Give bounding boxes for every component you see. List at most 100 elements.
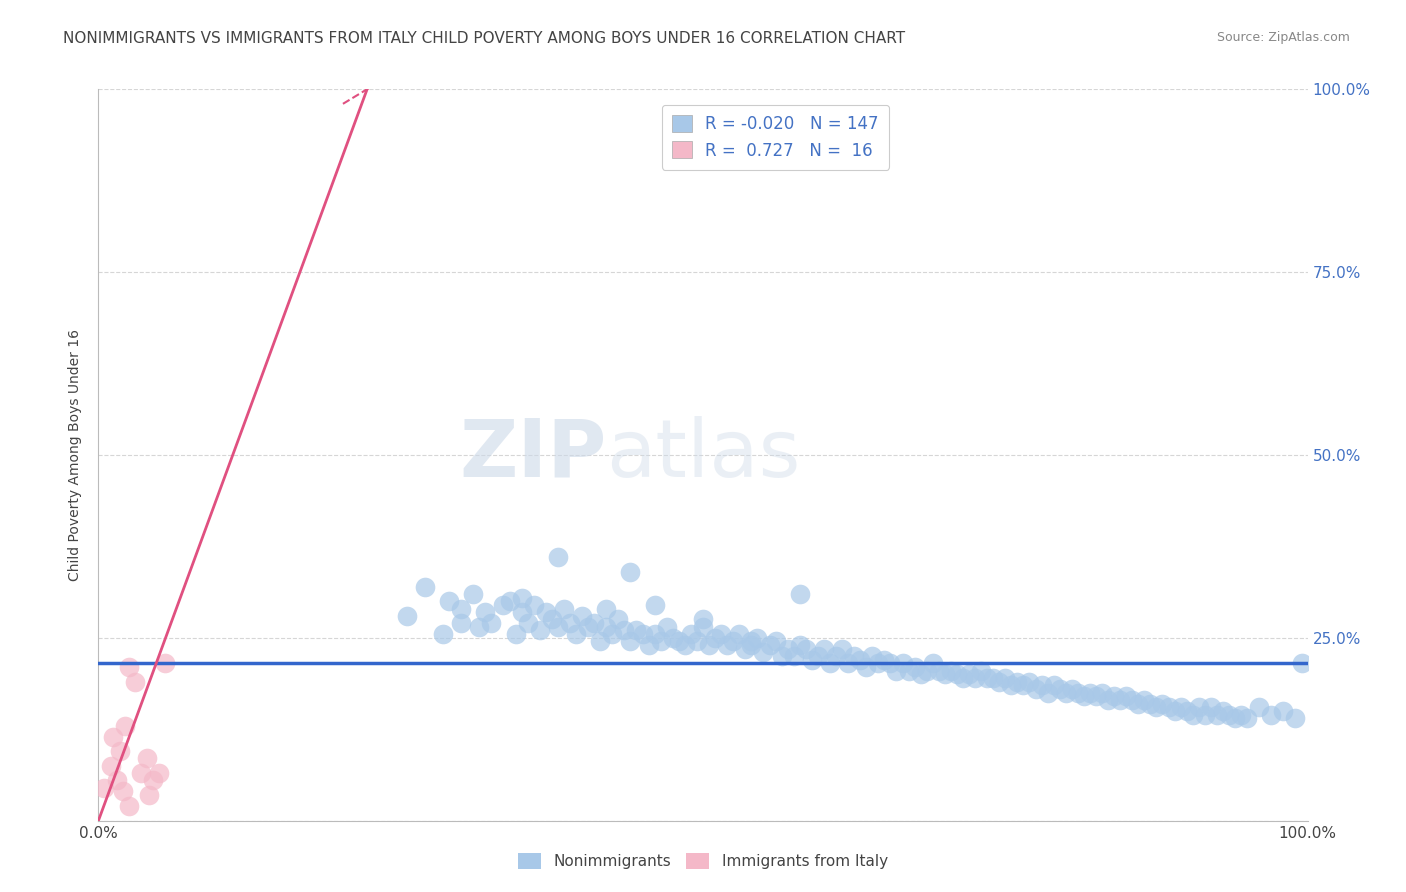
Point: [1036, 686, 1059, 700]
Point: [540, 612, 562, 626]
Point: [800, 653, 823, 667]
Point: [124, 674, 146, 689]
Point: [939, 664, 962, 678]
Point: [437, 594, 460, 608]
Point: [855, 660, 877, 674]
Point: [782, 649, 804, 664]
Point: [1078, 686, 1101, 700]
Point: [789, 587, 811, 601]
Point: [723, 634, 745, 648]
Point: [1121, 693, 1143, 707]
Point: [1024, 681, 1046, 696]
Point: [142, 773, 165, 788]
Point: [613, 624, 636, 638]
Point: [595, 601, 617, 615]
Point: [1157, 700, 1180, 714]
Point: [988, 674, 1011, 689]
Point: [655, 620, 678, 634]
Point: [138, 788, 160, 802]
Point: [547, 550, 569, 565]
Point: [740, 638, 762, 652]
Point: [481, 616, 503, 631]
Text: ZIP: ZIP: [458, 416, 606, 494]
Point: [565, 627, 588, 641]
Point: [100, 758, 122, 772]
Point: [976, 671, 998, 685]
Point: [697, 638, 720, 652]
Point: [813, 641, 835, 656]
Point: [868, 657, 890, 671]
Point: [692, 620, 714, 634]
Point: [965, 671, 987, 685]
Point: [576, 620, 599, 634]
Point: [1291, 657, 1313, 671]
Point: [101, 730, 124, 744]
Point: [831, 641, 853, 656]
Point: [114, 718, 136, 732]
Point: [1152, 697, 1174, 711]
Point: [505, 627, 527, 641]
Point: [1188, 700, 1211, 714]
Y-axis label: Child Poverty Among Boys Under 16: Child Poverty Among Boys Under 16: [69, 329, 83, 581]
Point: [571, 608, 593, 623]
Point: [619, 634, 641, 648]
Point: [1097, 693, 1119, 707]
Point: [516, 616, 538, 631]
Point: [934, 667, 956, 681]
Point: [928, 664, 950, 678]
Point: [1031, 678, 1053, 692]
Point: [529, 624, 551, 638]
Point: [668, 634, 690, 648]
Point: [1272, 704, 1295, 718]
Point: [1012, 678, 1035, 692]
Point: [673, 638, 696, 652]
Point: [644, 598, 666, 612]
Point: [728, 627, 751, 641]
Point: [957, 667, 980, 681]
Point: [860, 649, 883, 664]
Point: [510, 605, 533, 619]
Point: [1260, 707, 1282, 722]
Point: [1163, 704, 1185, 718]
Point: [607, 612, 630, 626]
Point: [844, 649, 866, 664]
Point: [1249, 700, 1271, 714]
Point: [825, 649, 848, 664]
Point: [558, 616, 581, 631]
Point: [1175, 704, 1198, 718]
Point: [897, 664, 920, 678]
Point: [879, 657, 901, 671]
Point: [650, 634, 672, 648]
Point: [752, 645, 775, 659]
Point: [626, 624, 648, 638]
Text: atlas: atlas: [606, 416, 800, 494]
Point: [547, 620, 569, 634]
Point: [873, 653, 896, 667]
Point: [1218, 707, 1240, 722]
Point: [510, 591, 533, 605]
Point: [1139, 697, 1161, 711]
Point: [661, 631, 683, 645]
Text: Source: ZipAtlas.com: Source: ZipAtlas.com: [1216, 31, 1350, 45]
Point: [644, 627, 666, 641]
Point: [595, 620, 617, 634]
Point: [105, 773, 128, 788]
Point: [1049, 681, 1071, 696]
Point: [704, 631, 727, 645]
Point: [553, 601, 575, 615]
Point: [395, 608, 418, 623]
Point: [837, 657, 859, 671]
Point: [789, 638, 811, 652]
Point: [1073, 690, 1095, 704]
Point: [108, 744, 131, 758]
Point: [886, 664, 908, 678]
Point: [891, 657, 914, 671]
Point: [1206, 707, 1229, 722]
Point: [910, 667, 932, 681]
Point: [1091, 686, 1114, 700]
Point: [770, 649, 793, 664]
Point: [904, 660, 927, 674]
Point: [1007, 674, 1029, 689]
Point: [118, 799, 141, 814]
Point: [1054, 686, 1077, 700]
